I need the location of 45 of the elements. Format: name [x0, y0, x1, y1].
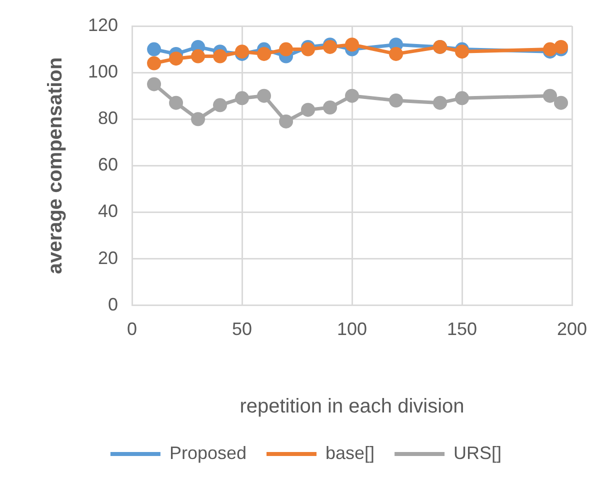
legend-label: Proposed: [169, 442, 247, 463]
point: [345, 88, 360, 103]
x-tick-label: 0: [127, 319, 138, 340]
x-tick-label: 50: [232, 319, 252, 340]
point: [169, 96, 184, 110]
point: [301, 42, 316, 56]
y-tick-label: 80: [98, 108, 118, 128]
point: [257, 46, 272, 61]
point: [213, 49, 228, 64]
point: [301, 102, 316, 117]
x-tick-label: 150: [446, 319, 478, 340]
point: [213, 98, 228, 112]
legend-label: base[]: [326, 442, 375, 463]
point: [191, 112, 206, 126]
y-tick-label: 0: [108, 294, 118, 314]
point: [433, 96, 448, 110]
point: [147, 42, 162, 56]
point: [235, 91, 250, 106]
point: [345, 38, 360, 52]
point: [191, 49, 206, 64]
legend-label: URS[]: [454, 442, 502, 463]
point: [279, 114, 294, 128]
point: [257, 88, 272, 103]
point: [455, 91, 470, 106]
point: [169, 52, 184, 66]
y-tick-label: 40: [98, 201, 118, 222]
point: [323, 100, 338, 114]
point: [543, 42, 557, 56]
point: [554, 40, 568, 54]
x-tick-label: 100: [336, 319, 368, 340]
y-tick-label: 100: [88, 62, 118, 82]
point: [389, 46, 404, 61]
point: [279, 42, 294, 56]
y-tick-label: 120: [88, 14, 118, 35]
y-tick-label: 60: [98, 154, 118, 175]
point: [147, 56, 162, 70]
point: [554, 96, 568, 110]
point: [147, 77, 162, 92]
x-tick-label: 200: [556, 319, 588, 340]
y-tick-label: 20: [98, 248, 118, 268]
point: [543, 88, 557, 103]
point: [455, 44, 470, 59]
x-axis-title: repetition in each division: [240, 396, 464, 418]
point: [389, 94, 404, 108]
y-axis-title: average compensation: [44, 57, 67, 274]
